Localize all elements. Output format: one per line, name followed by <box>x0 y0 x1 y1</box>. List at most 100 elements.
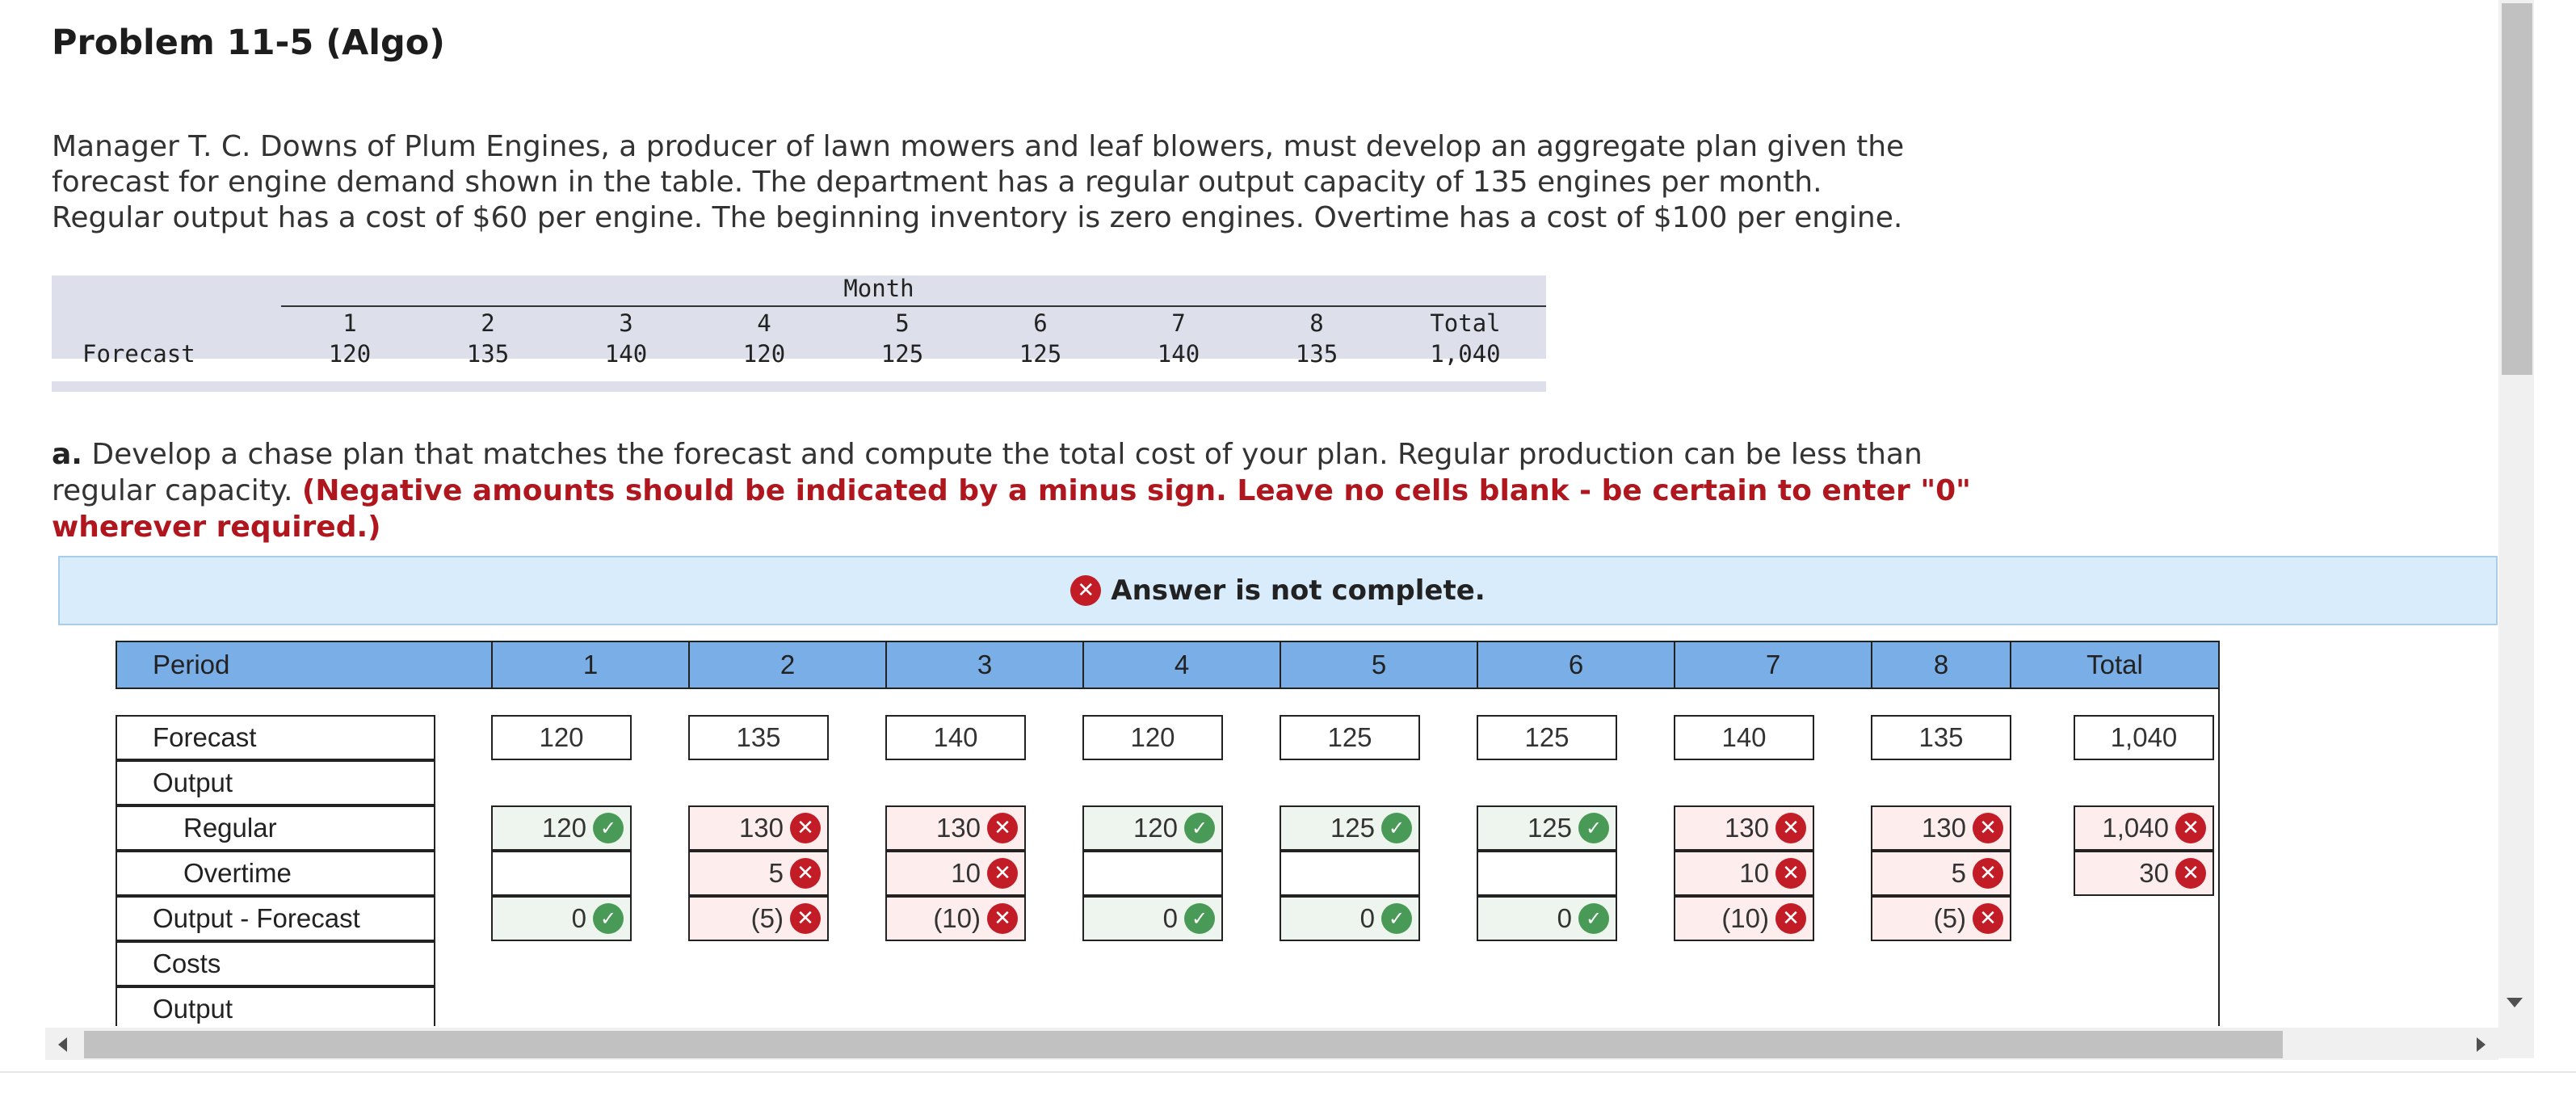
forecast-input-3[interactable]: 140 <box>885 715 1026 760</box>
regular-input-1[interactable]: 120 ✓ <box>491 805 632 851</box>
output-forecast-input-8[interactable]: (5) ✕ <box>1871 896 2011 941</box>
forecast-input-4[interactable]: 120 <box>1082 715 1223 760</box>
forecast-table: Month Forecast 1 120 2 135 3 140 4 120 5 125 6 125 7… <box>52 275 1546 392</box>
cell-value: 140 <box>1721 722 1767 752</box>
cell-value: 135 <box>736 722 781 752</box>
cell-value: 0 <box>1557 903 1572 933</box>
output-forecast-input-2[interactable]: (5) ✕ <box>688 896 829 941</box>
overtime-input-5[interactable] <box>1280 851 1420 896</box>
cell-value: (10) <box>933 903 981 933</box>
forecast-row-label: Forecast <box>82 340 195 368</box>
overtime-input-total[interactable]: 30 ✕ <box>2074 851 2214 896</box>
scroll-right-arrow-icon[interactable] <box>2477 1037 2486 1052</box>
scroll-left-arrow-icon[interactable] <box>58 1037 67 1052</box>
period-header-1: 1 <box>491 641 690 689</box>
period-header: Period <box>116 641 493 689</box>
row-label-regular: Regular <box>116 805 435 851</box>
grid-right-border <box>2218 641 2220 1026</box>
row-label-forecast: Forecast <box>116 715 435 760</box>
cell-value: 30 <box>2139 858 2169 888</box>
forecast-input-total[interactable]: 1,040 <box>2074 715 2214 760</box>
cell-value: 130 <box>1724 813 1769 843</box>
forecast-input-8[interactable]: 135 <box>1871 715 2011 760</box>
cell-value: 135 <box>1918 722 1964 752</box>
forecast-input-6[interactable]: 125 <box>1477 715 1617 760</box>
regular-input-3[interactable]: 130 ✕ <box>885 805 1026 851</box>
forecast-table-header-band <box>52 275 1546 359</box>
output-forecast-input-7[interactable]: (10) ✕ <box>1674 896 1814 941</box>
row-label-costs-output: Output <box>116 986 435 1026</box>
cell-value: 120 <box>539 722 584 752</box>
cell-value: 140 <box>933 722 978 752</box>
page-bottom-divider <box>0 1071 2576 1073</box>
regular-input-total[interactable]: 1,040 ✕ <box>2074 805 2214 851</box>
output-forecast-input-1[interactable]: 0 ✓ <box>491 896 632 941</box>
vertical-scrollbar-thumb[interactable] <box>2502 3 2532 375</box>
output-forecast-input-4[interactable]: 0 ✓ <box>1082 896 1223 941</box>
scroll-down-arrow-icon[interactable] <box>2507 998 2523 1007</box>
forecast-input-5[interactable]: 125 <box>1280 715 1420 760</box>
overtime-input-7[interactable]: 10 ✕ <box>1674 851 1814 896</box>
forecast-col-Total: Total <box>1430 309 1501 337</box>
output-forecast-input-3[interactable]: (10) ✕ <box>885 896 1026 941</box>
period-header-4: 4 <box>1082 641 1281 689</box>
regular-input-4[interactable]: 120 ✓ <box>1082 805 1223 851</box>
problem-title: Problem 11-5 (Algo) <box>52 23 445 63</box>
x-circle-icon: ✕ <box>1973 903 2003 934</box>
overtime-input-8[interactable]: 5 ✕ <box>1871 851 2011 896</box>
cell-value: 0 <box>1162 903 1178 933</box>
horizontal-scrollbar-thumb[interactable] <box>84 1031 2283 1058</box>
overtime-input-2[interactable]: 5 ✕ <box>688 851 829 896</box>
forecast-input-1[interactable]: 120 <box>491 715 632 760</box>
forecast-value-3: 140 <box>604 340 648 368</box>
regular-input-6[interactable]: 125 ✓ <box>1477 805 1617 851</box>
part-a-letter: a. <box>52 438 82 471</box>
regular-input-8[interactable]: 130 ✕ <box>1871 805 2011 851</box>
forecast-col-5: 5 <box>895 309 910 337</box>
period-header-5: 5 <box>1280 641 1478 689</box>
x-circle-icon: ✕ <box>2175 813 2206 843</box>
regular-input-2[interactable]: 130 ✕ <box>688 805 829 851</box>
forecast-value-4: 120 <box>742 340 786 368</box>
forecast-input-2[interactable]: 135 <box>688 715 829 760</box>
forecast-table-footer-band <box>52 381 1546 392</box>
row-label-output-forecast: Output - Forecast <box>116 896 435 941</box>
cell-value: 10 <box>1739 858 1769 888</box>
check-circle-icon: ✓ <box>593 813 624 843</box>
output-forecast-input-6[interactable]: 0 ✓ <box>1477 896 1617 941</box>
vertical-scrollbar[interactable] <box>2498 0 2534 1058</box>
overtime-input-3[interactable]: 10 ✕ <box>885 851 1026 896</box>
overtime-input-1[interactable] <box>491 851 632 896</box>
forecast-input-7[interactable]: 140 <box>1674 715 1814 760</box>
forecast-header-rule <box>281 305 1546 307</box>
period-header-2: 2 <box>688 641 887 689</box>
forecast-value-8: 135 <box>1295 340 1338 368</box>
forecast-month-header: Month <box>843 275 914 302</box>
forecast-value-6: 125 <box>1019 340 1062 368</box>
x-circle-icon: ✕ <box>1775 813 1806 843</box>
cell-value: 125 <box>1327 722 1372 752</box>
overtime-input-6[interactable] <box>1477 851 1617 896</box>
cell-value: (5) <box>750 903 784 933</box>
cell-value: 120 <box>1133 813 1178 843</box>
x-circle-icon: ✕ <box>1973 813 2003 843</box>
regular-input-5[interactable]: 125 ✓ <box>1280 805 1420 851</box>
horizontal-scrollbar[interactable] <box>45 1028 2498 1060</box>
output-forecast-input-5[interactable]: 0 ✓ <box>1280 896 1420 941</box>
x-circle-icon: ✕ <box>1973 858 2003 889</box>
part-a-requirement: (Negative amounts should be indicated by… <box>52 474 1971 544</box>
cell-value: 5 <box>1951 858 1966 888</box>
regular-input-7[interactable]: 130 ✕ <box>1674 805 1814 851</box>
period-header-6: 6 <box>1477 641 1675 689</box>
answer-status-text: Answer is not complete. <box>1111 574 1486 607</box>
row-label-output: Output <box>116 760 435 805</box>
cell-value: 125 <box>1524 722 1570 752</box>
x-circle-icon: ✕ <box>1775 858 1806 889</box>
row-label-overtime: Overtime <box>116 851 435 896</box>
forecast-value-Total: 1,040 <box>1430 340 1501 368</box>
forecast-col-8: 8 <box>1309 309 1324 337</box>
x-circle-icon: ✕ <box>790 813 821 843</box>
cell-value: (10) <box>1721 903 1769 933</box>
cell-value: 120 <box>541 813 586 843</box>
overtime-input-4[interactable] <box>1082 851 1223 896</box>
